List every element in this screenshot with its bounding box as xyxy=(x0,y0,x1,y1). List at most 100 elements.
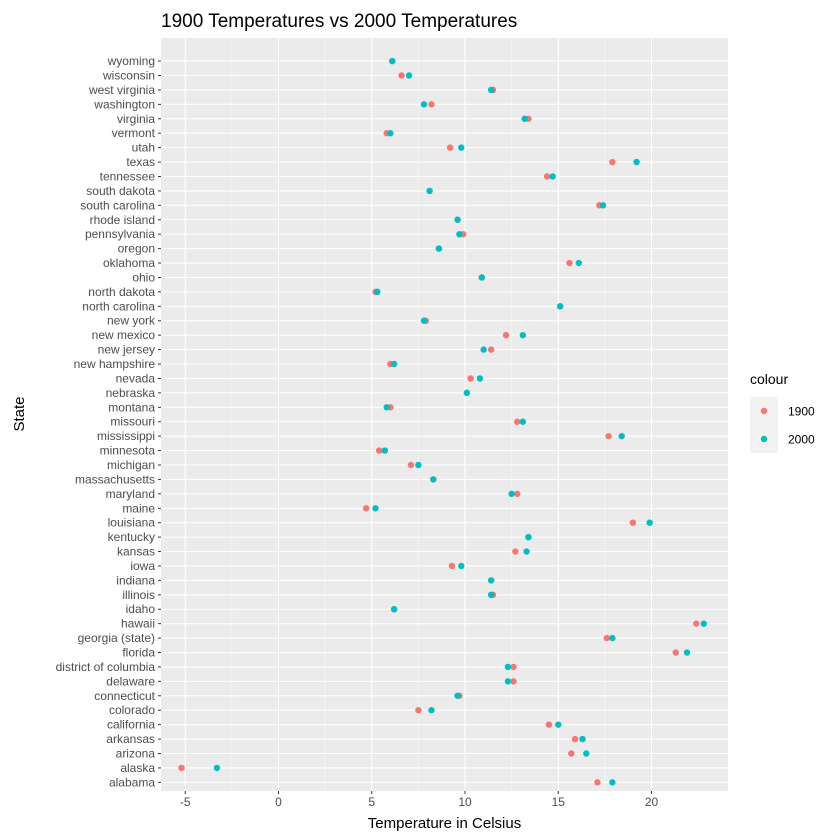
point-1900 xyxy=(428,101,435,108)
y-tick-label: massachusetts xyxy=(75,472,155,486)
x-tick-label: 15 xyxy=(552,795,566,809)
y-tick-label: florida xyxy=(122,646,155,660)
point-1900 xyxy=(510,663,517,671)
point-2000 xyxy=(525,533,532,541)
point-2000 xyxy=(599,202,607,209)
point-1900 xyxy=(446,144,454,151)
y-tick-label: kentucky xyxy=(108,530,155,544)
point-1900 xyxy=(178,764,185,772)
y-tick-label: wyoming xyxy=(107,54,155,68)
point-1900 xyxy=(672,649,679,656)
point-2000 xyxy=(549,173,556,180)
point-1900 xyxy=(407,461,415,469)
y-tick-label: south dakota xyxy=(86,184,155,198)
y-tick-label: district of columbia xyxy=(56,660,156,674)
point-2000 xyxy=(487,577,495,584)
point-2000 xyxy=(381,447,389,454)
y-tick-label: idaho xyxy=(126,602,156,616)
point-2000 xyxy=(633,158,640,166)
point-1900 xyxy=(568,750,575,757)
point-1900 xyxy=(502,331,510,339)
y-tick-label: connecticut xyxy=(94,689,155,703)
point-2000 xyxy=(521,115,528,122)
y-tick-label: north dakota xyxy=(88,285,155,299)
y-tick-label: pennsylvania xyxy=(85,227,155,241)
point-2000 xyxy=(480,346,487,353)
point-2000 xyxy=(555,721,562,728)
point-1900 xyxy=(415,707,422,714)
point-1900 xyxy=(514,490,521,498)
point-2000 xyxy=(579,735,586,743)
y-tick-label: minnesota xyxy=(100,444,156,458)
point-2000 xyxy=(454,216,461,223)
point-2000 xyxy=(390,606,398,613)
point-1900 xyxy=(603,634,610,642)
y-tick-label: wisconsin xyxy=(102,69,155,83)
y-axis-title: State xyxy=(11,396,28,431)
y-tick-label: colorado xyxy=(109,703,155,717)
point-1900 xyxy=(510,678,517,685)
x-axis-title: Temperature in Celsius xyxy=(368,815,521,832)
point-2000 xyxy=(519,331,527,339)
legend-marker-2000 xyxy=(760,435,768,443)
point-2000 xyxy=(415,461,422,469)
y-tick-label: new york xyxy=(107,314,156,328)
x-tick-label: 5 xyxy=(368,795,375,809)
point-1900 xyxy=(448,562,456,570)
y-tick-label: vermont xyxy=(112,126,156,140)
point-1900 xyxy=(605,432,612,440)
x-tick-labels: -5 0 5 10 15 20 xyxy=(180,791,659,809)
point-1900 xyxy=(629,519,637,526)
y-tick-label: south carolina xyxy=(80,198,155,212)
point-2000 xyxy=(389,57,396,65)
data-points xyxy=(178,57,707,786)
point-1900 xyxy=(566,259,573,267)
point-1900 xyxy=(398,72,405,79)
y-tick-label: utah xyxy=(132,141,155,155)
y-tick-label: alaska xyxy=(120,761,155,775)
y-tick-label: hawaii xyxy=(121,617,155,631)
y-tick-label: new hampshire xyxy=(74,357,156,371)
y-tick-label: maryland xyxy=(106,487,155,501)
y-tick-label: louisiana xyxy=(108,516,156,530)
point-1900 xyxy=(362,505,370,512)
point-2000 xyxy=(618,432,625,440)
point-1900 xyxy=(571,735,579,743)
y-tick-label: new jersey xyxy=(98,343,155,357)
y-tick-label: iowa xyxy=(130,559,155,573)
grid-lines xyxy=(161,38,728,791)
point-2000 xyxy=(683,649,691,656)
point-2000 xyxy=(523,548,530,555)
legend-label-2000: 2000 xyxy=(788,433,815,447)
point-2000 xyxy=(556,303,564,310)
y-tick-label: nevada xyxy=(116,371,156,385)
point-2000 xyxy=(575,259,582,267)
point-2000 xyxy=(700,620,707,627)
y-tick-label: new mexico xyxy=(92,328,156,342)
point-1900 xyxy=(594,779,601,786)
legend-label-1900: 1900 xyxy=(788,405,815,419)
y-tick-label: missouri xyxy=(110,415,155,429)
point-2000 xyxy=(609,634,616,642)
x-tick-label: -5 xyxy=(180,795,191,809)
y-tick-label: maine xyxy=(122,501,155,515)
point-2000 xyxy=(504,678,512,685)
point-2000 xyxy=(426,187,433,195)
x-tick-label: 20 xyxy=(645,795,659,809)
point-2000 xyxy=(609,779,616,786)
point-2000 xyxy=(458,144,465,151)
legend-marker-1900 xyxy=(760,407,768,415)
point-2000 xyxy=(213,764,221,772)
y-tick-label: mississippi xyxy=(97,429,155,443)
point-2000 xyxy=(476,375,484,382)
y-tick-labels: alabamaalaskaarizonaarkansascaliforniaco… xyxy=(56,54,161,789)
y-tick-label: indiana xyxy=(116,573,155,587)
chart-title: 1900 Temperatures vs 2000 Temperatures xyxy=(161,11,517,32)
y-tick-label: alabama xyxy=(109,775,155,789)
y-tick-label: montana xyxy=(108,400,155,414)
y-tick-label: virginia xyxy=(117,112,155,126)
point-2000 xyxy=(430,476,437,483)
x-tick-label: 10 xyxy=(458,795,472,809)
point-1900 xyxy=(543,173,551,180)
